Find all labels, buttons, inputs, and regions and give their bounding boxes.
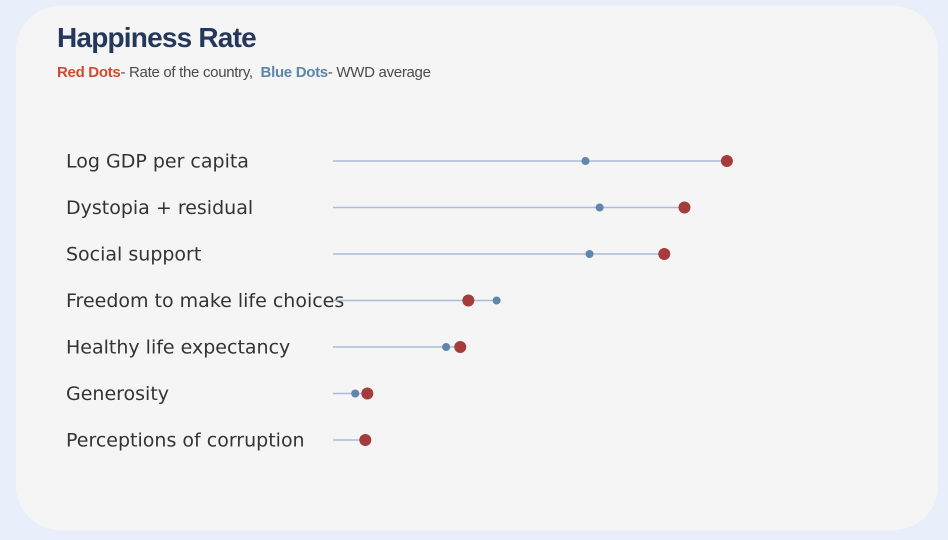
country-dot [720,155,733,167]
chart-card [16,6,938,530]
average-dot [585,250,594,258]
average-dot [351,389,360,398]
category-label: Healthy life expectancy [66,337,290,359]
legend-red-description: - Rate of the country, [120,64,253,81]
category-label: Generosity [66,383,169,405]
category-label: Freedom to make life choices [66,290,344,312]
legend-blue-label: Blue Dots [260,64,329,81]
category-label: Perceptions of corruption [66,430,305,452]
legend-blue-description: - WWD average [327,64,431,81]
category-label: Log GDP per capita [66,151,249,173]
chart-title: Happiness Rate [57,22,257,53]
average-dot [595,203,604,212]
category-label: Dystopia + residual [66,197,253,219]
country-dot [462,294,475,307]
legend-red-label: Red Dots [57,64,121,81]
average-dot [442,343,451,351]
average-dot [581,157,590,165]
country-dot [361,387,374,400]
chart-subtitle: Red Dots- Rate of the country, Blue Dots… [57,64,431,81]
country-dot [359,434,372,446]
average-dot [492,296,501,305]
category-label: Social support [66,244,201,266]
country-dot [658,248,671,260]
country-dot [454,341,467,353]
country-dot [678,201,691,214]
